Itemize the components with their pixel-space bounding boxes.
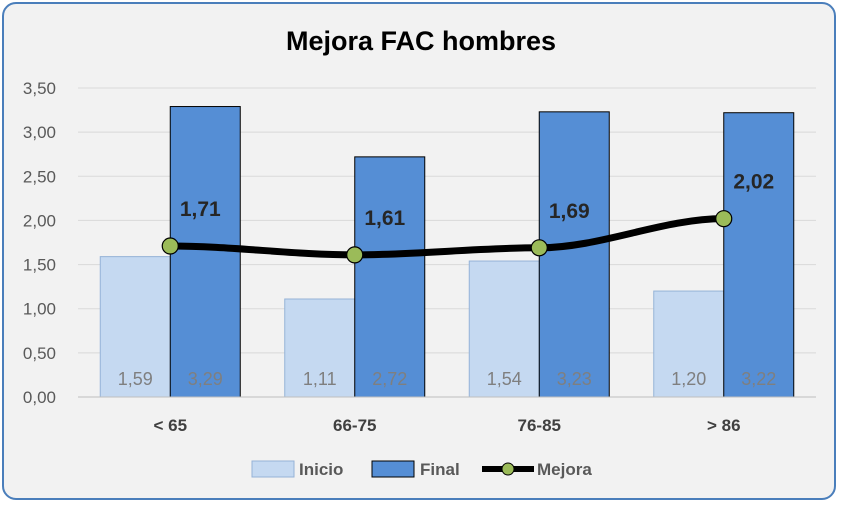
data-label-inicio: 1,11 bbox=[303, 369, 337, 389]
mejora-marker bbox=[346, 246, 364, 264]
legend-label-final: Final bbox=[420, 460, 460, 479]
y-tick-label: 0,00 bbox=[23, 388, 56, 407]
legend-label-mejora: Mejora bbox=[537, 460, 592, 479]
data-label-mejora: 1,61 bbox=[364, 207, 405, 230]
y-axis: 0,00 0,50 1,00 1,50 2,00 2,50 3,00 3,50 bbox=[23, 79, 56, 407]
mejora-marker bbox=[715, 210, 733, 228]
legend-swatch-final bbox=[371, 460, 415, 478]
y-tick-label: 3,50 bbox=[23, 79, 56, 98]
bar-final bbox=[169, 106, 241, 398]
legend-marker-mejora bbox=[501, 462, 515, 476]
bar-final bbox=[538, 111, 610, 398]
y-tick-label: 2,50 bbox=[23, 167, 56, 186]
legend-swatch-inicio bbox=[251, 460, 295, 478]
data-label-mejora: 1,69 bbox=[549, 200, 590, 223]
legend-label-inicio: Inicio bbox=[299, 460, 343, 479]
mejora-marker bbox=[161, 237, 179, 255]
data-label-inicio: 1,54 bbox=[487, 369, 522, 389]
data-label-final: 2,72 bbox=[372, 369, 407, 389]
y-tick-label: 3,00 bbox=[23, 123, 56, 142]
data-label-mejora: 2,02 bbox=[733, 171, 774, 194]
bar-final bbox=[723, 112, 795, 398]
x-tick-label: > 86 bbox=[707, 416, 741, 435]
data-label-final: 3,22 bbox=[741, 369, 776, 389]
x-tick-label: 66-75 bbox=[333, 416, 376, 435]
data-label-final: 3,23 bbox=[557, 369, 592, 389]
bar-inicio bbox=[99, 256, 171, 398]
data-label-mejora: 1,71 bbox=[180, 198, 221, 221]
bar-final bbox=[354, 156, 426, 398]
data-label-inicio: 1,59 bbox=[118, 369, 153, 389]
y-tick-label: 0,50 bbox=[23, 344, 56, 363]
mejora-line: 1,71 1,61 1,69 2,02 bbox=[161, 171, 774, 264]
mejora-marker bbox=[530, 239, 548, 257]
bar-inicio bbox=[284, 298, 356, 398]
x-tick-label: < 65 bbox=[153, 416, 187, 435]
data-label-inicio: 1,20 bbox=[671, 369, 706, 389]
y-tick-label: 2,00 bbox=[23, 211, 56, 230]
y-tick-label: 1,00 bbox=[23, 300, 56, 319]
mejora-line-path bbox=[166, 215, 728, 259]
legend: Inicio Final Mejora bbox=[251, 460, 592, 479]
data-label-final: 3,29 bbox=[188, 369, 223, 389]
bars: 1,59 3,29 1,11 2,72 1,54 3,23 1,20 3,22 bbox=[99, 106, 795, 398]
chart-title: Mejora FAC hombres bbox=[286, 26, 556, 56]
x-axis: < 65 66-75 76-85 > 86 bbox=[78, 396, 816, 435]
y-tick-label: 1,50 bbox=[23, 256, 56, 275]
bar-inicio bbox=[653, 290, 725, 398]
x-tick-label: 76-85 bbox=[518, 416, 561, 435]
